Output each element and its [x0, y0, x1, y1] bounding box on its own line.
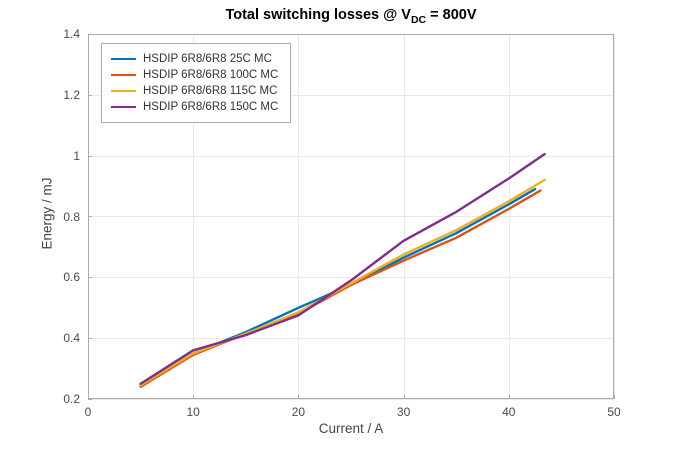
- legend-item: HSDIP 6R8/6R8 150C MC: [111, 99, 278, 115]
- legend-label: HSDIP 6R8/6R8 25C MC: [143, 53, 272, 65]
- legend-label: HSDIP 6R8/6R8 100C MC: [143, 69, 279, 81]
- legend-line-swatch: [111, 106, 136, 108]
- x-tick-label: 50: [607, 405, 621, 419]
- x-tick-label: 0: [84, 405, 92, 419]
- x-tick-label: 10: [186, 405, 200, 419]
- y-tick-label: 1: [73, 148, 80, 163]
- series-line-2: [139, 178, 546, 387]
- x-tick-label: 20: [291, 405, 306, 419]
- x-tick-label: 40: [502, 405, 516, 419]
- x-tick-label: 30: [396, 405, 411, 419]
- legend-label: HSDIP 6R8/6R8 115C MC: [143, 85, 278, 97]
- y-tick-label: 0.8: [63, 209, 80, 224]
- y-tick-label: 0.4: [63, 331, 80, 346]
- legend-line-swatch: [111, 58, 136, 60]
- legend-item: HSDIP 6R8/6R8 100C MC: [111, 67, 278, 83]
- y-tick-label: 1.2: [63, 87, 80, 102]
- chart-title-prefix: Total switching losses @ V: [225, 7, 411, 23]
- legend: HSDIP 6R8/6R8 25C MC HSDIP 6R8/6R8 100C M…: [101, 43, 292, 123]
- y-tick-label: 1.4: [63, 27, 80, 41]
- legend-item: HSDIP 6R8/6R8 115C MC: [111, 83, 278, 99]
- x-axis-label: Current / A: [318, 421, 384, 436]
- chart-title: Total switching losses @ VDC = 800V: [88, 7, 614, 26]
- series-line-3: [139, 152, 546, 385]
- chart-title-subscript: DC: [410, 13, 427, 26]
- legend-label: HSDIP 6R8/6R8 150C MC: [143, 101, 279, 113]
- y-tick-label: 0.2: [63, 392, 80, 406]
- legend-line-swatch: [111, 74, 136, 76]
- chart-title-suffix: = 800V: [426, 7, 477, 23]
- y-tick-label: 0.6: [63, 270, 80, 285]
- legend-item: HSDIP 6R8/6R8 25C MC: [111, 51, 278, 67]
- legend-line-swatch: [111, 90, 136, 92]
